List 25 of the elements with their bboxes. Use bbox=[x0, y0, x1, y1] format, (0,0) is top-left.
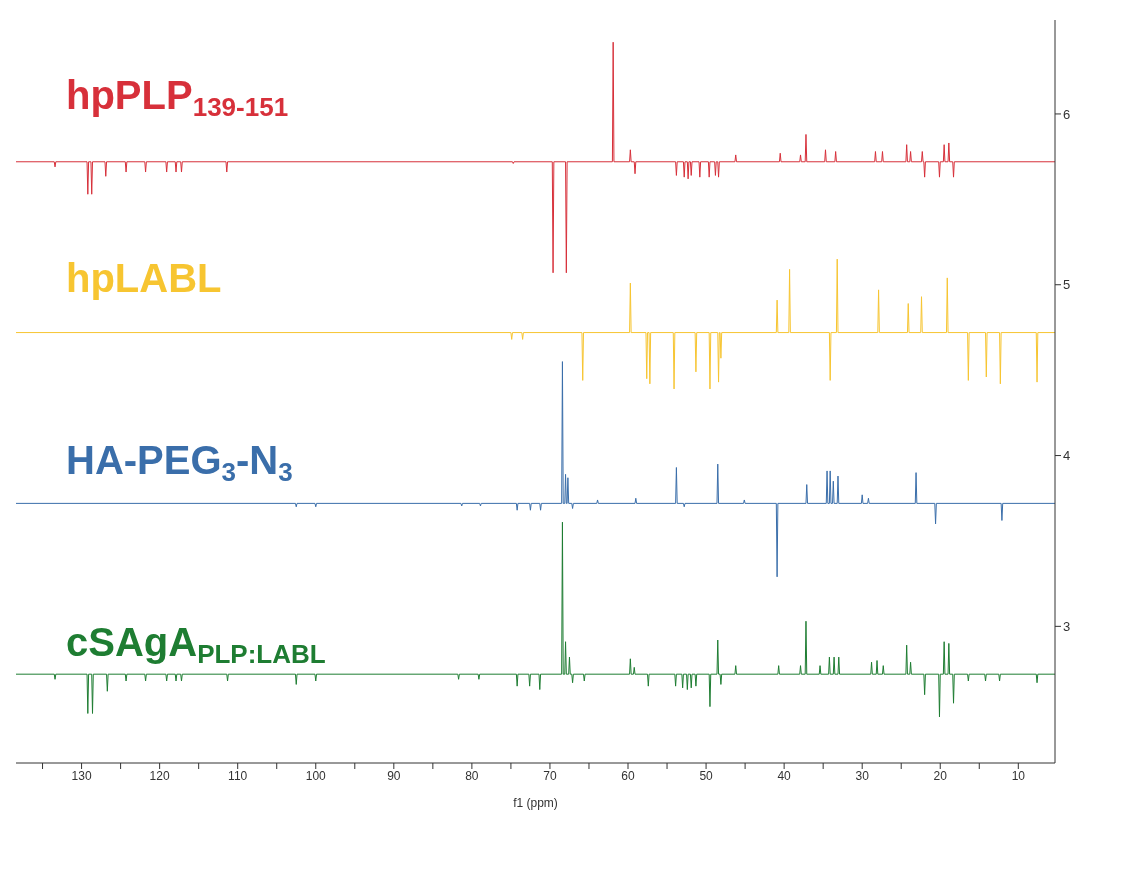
line-series bbox=[16, 258, 1055, 390]
series-label: cSAgA$_{PLP:LABL}$ bbox=[66, 620, 326, 669]
x-tick-label: 20 bbox=[933, 768, 948, 783]
line-series bbox=[16, 361, 1055, 578]
x-tick-label: 70 bbox=[543, 768, 557, 783]
x-tick-label: 30 bbox=[855, 768, 870, 783]
series-label: HA-PEG$_{3}$-N$_{3}$ bbox=[66, 437, 293, 487]
x-tick-label: 100 bbox=[305, 768, 327, 783]
line-series bbox=[16, 521, 1055, 718]
series-label: hpPLP$_{139-151}$ bbox=[66, 73, 289, 122]
x-tick-label: 50 bbox=[699, 768, 714, 783]
x-tick-label: 60 bbox=[621, 768, 635, 783]
x-tick-label: 80 bbox=[465, 768, 479, 783]
y-tick-label: 6 bbox=[1063, 106, 1071, 122]
x-axis-title: f1 (ppm) bbox=[513, 796, 558, 810]
y-tick-label: 5 bbox=[1063, 277, 1071, 293]
x-tick-label: 120 bbox=[149, 768, 170, 783]
x-tick-label: 130 bbox=[71, 768, 92, 783]
x-tick-label: 90 bbox=[387, 768, 401, 783]
x-tick-label: 110 bbox=[228, 768, 248, 783]
series-label: hpLABL bbox=[66, 255, 222, 300]
y-tick-label: 3 bbox=[1063, 618, 1071, 634]
x-tick-label: 40 bbox=[777, 768, 792, 783]
x-tick-label: 10 bbox=[1011, 768, 1026, 783]
y-tick-label: 4 bbox=[1063, 448, 1071, 464]
